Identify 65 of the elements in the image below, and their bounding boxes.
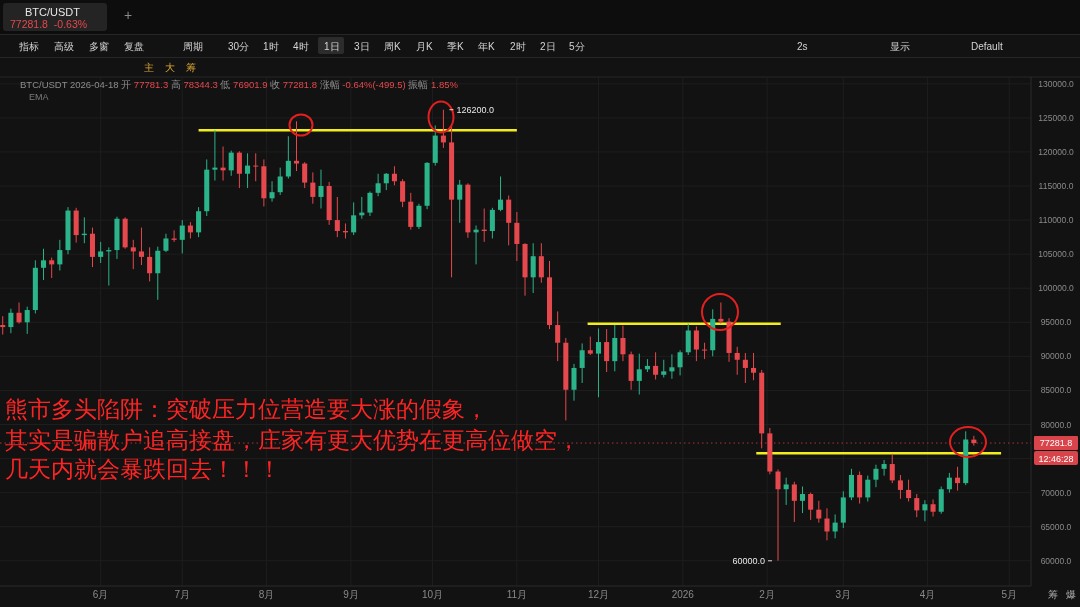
y-tick-label: 105000.0 <box>1038 249 1074 260</box>
x-tick-label: 7月 <box>174 588 191 600</box>
x-tick-label: 2月 <box>759 588 775 600</box>
note: 3日 <box>354 40 370 52</box>
note: 1日 <box>318 37 344 54</box>
note: 4时 <box>293 40 309 52</box>
note: 筹 <box>186 62 196 73</box>
note: 复盘 <box>124 40 144 52</box>
data-note: 60000.0 <box>732 556 773 566</box>
chart-title: BTC/USDT <box>25 5 81 18</box>
x-tick-label: 3月 <box>835 588 852 600</box>
note: 周K <box>384 40 401 52</box>
note: 月K <box>416 40 433 52</box>
note: 其实是骗散户追高接盘，庄家有更大优势在更高位做空， <box>5 427 580 453</box>
y-tick-label: 70000.0 <box>1040 487 1072 498</box>
note: Default <box>971 40 1003 52</box>
y-tick-label: 90000.0 <box>1040 351 1072 362</box>
y-tick-label: 85000.0 <box>1040 385 1072 396</box>
y-tick-label: 115000.0 <box>1038 181 1074 192</box>
y-tick-label: 100000.0 <box>1038 283 1074 294</box>
annotation: 60000.0 <box>732 555 766 566</box>
note: + <box>123 7 133 23</box>
y-tick-label: 125000.0 <box>1038 112 1074 123</box>
x-tick-label: 11月 <box>506 588 528 600</box>
x-tick-label: 4月 <box>919 588 936 600</box>
note: 熊市多头陷阱：突破压力位营造要大涨的假象， <box>5 396 488 422</box>
note: 1时 <box>263 40 279 52</box>
note: 12:46:28 <box>1034 451 1078 465</box>
y-tick-label: 120000.0 <box>1038 146 1074 157</box>
note: 高级 <box>54 40 74 52</box>
y-tick-label: 95000.0 <box>1040 317 1072 328</box>
note: 筹 <box>1048 588 1058 600</box>
note: 爆 <box>1066 588 1076 600</box>
y-tick-label: 130000.0 <box>1038 78 1074 89</box>
y-tick-label: 65000.0 <box>1040 521 1072 532</box>
y-tick-label: 110000.0 <box>1038 215 1074 226</box>
annotation: 126200.0 <box>456 104 494 115</box>
note: 2时 <box>510 40 526 52</box>
x-tick-label: 9月 <box>343 588 359 600</box>
note: 2日 <box>540 40 556 52</box>
note: EMA <box>29 92 49 102</box>
note: 季K <box>447 40 464 52</box>
note: 大 <box>165 62 175 73</box>
note: 显示 <box>890 40 910 52</box>
note: 周期 <box>183 40 203 52</box>
x-tick-label: 6月 <box>92 588 109 600</box>
x-tick-label: 8月 <box>258 588 275 600</box>
note: 主 <box>144 62 154 73</box>
note: 30分 <box>228 40 250 52</box>
data-note: 126200.0 <box>448 104 494 115</box>
x-tick-label: 12月 <box>587 588 610 600</box>
note: BTC/USDT 2026-04-18 开 77781.3 高 78344.3 低 76901.9 收 77281.8 涨幅 -0.64%(-499.5) 振幅 1.85% <box>20 79 458 90</box>
note: 多窗 <box>89 40 109 52</box>
chart-subtitle: 77281.8 -0.63% <box>10 18 88 30</box>
note: 几天内就会暴跌回去！！！ <box>5 456 281 482</box>
note: 5分 <box>569 40 585 52</box>
ref-line-label: 77281.8 <box>1039 438 1073 449</box>
x-tick-label: 2026 <box>671 588 695 600</box>
y-tick-label: 80000.0 <box>1040 419 1072 430</box>
y-tick-label: 60000.0 <box>1040 555 1072 566</box>
note: 2s <box>797 40 808 52</box>
x-tick-label: 5月 <box>1001 588 1018 600</box>
note: 年K <box>478 40 495 52</box>
note: 指标 <box>19 40 39 52</box>
x-tick-label: 10月 <box>421 588 444 600</box>
